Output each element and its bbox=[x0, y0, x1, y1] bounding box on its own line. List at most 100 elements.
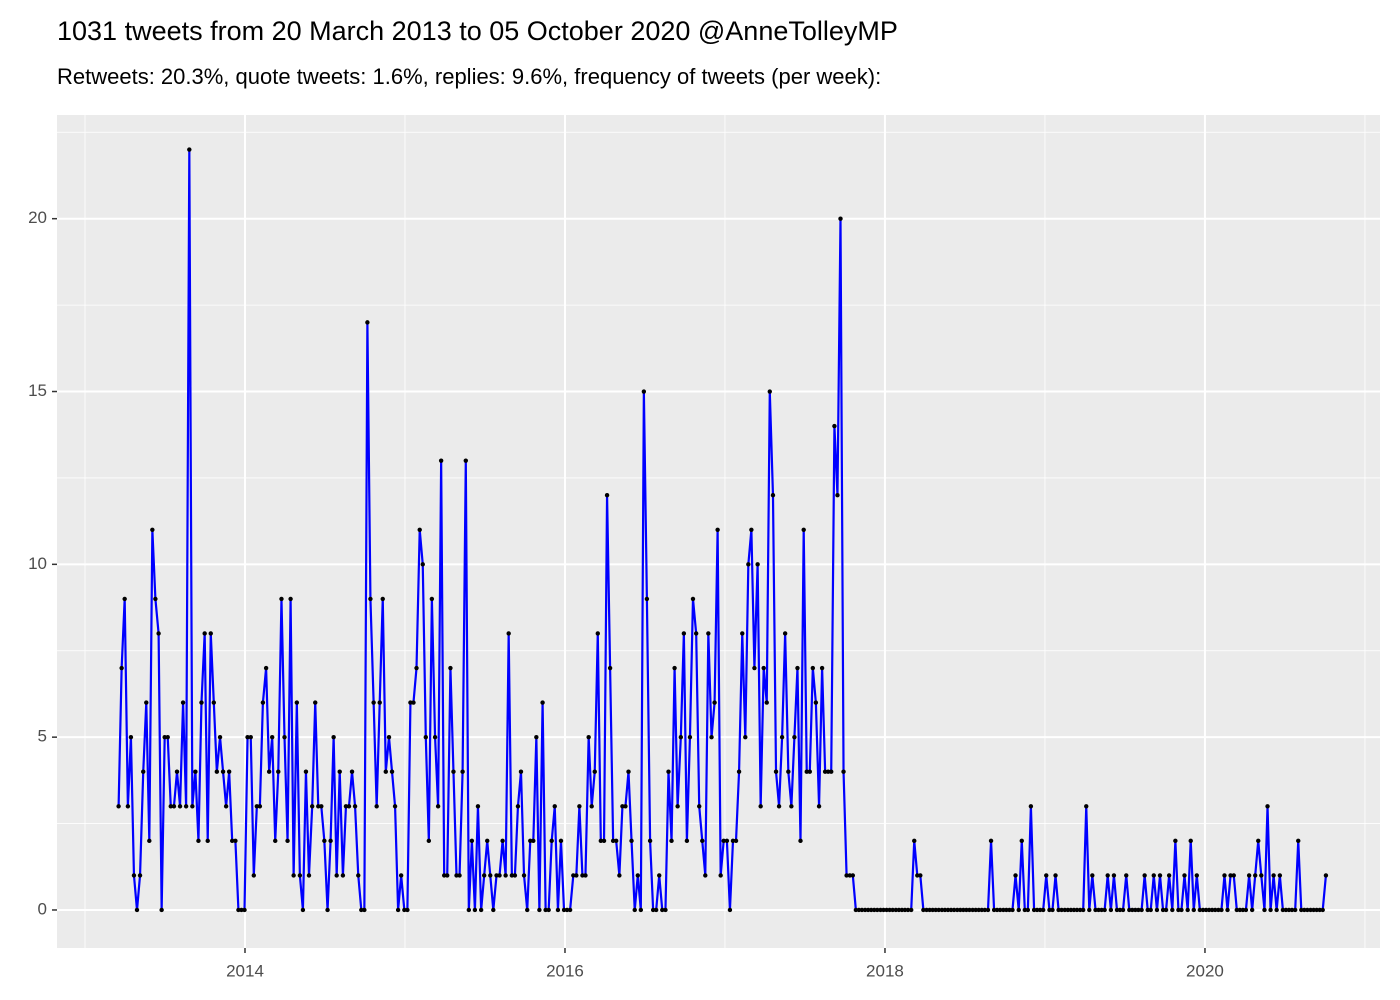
data-point bbox=[1053, 873, 1058, 878]
data-point bbox=[945, 907, 951, 913]
data-point bbox=[1001, 907, 1006, 913]
data-point bbox=[1154, 907, 1160, 913]
data-point bbox=[933, 907, 938, 913]
data-point bbox=[740, 631, 745, 636]
data-point bbox=[1170, 907, 1175, 913]
data-point bbox=[580, 873, 585, 878]
data-point bbox=[902, 907, 908, 913]
data-point bbox=[343, 804, 349, 809]
data-point bbox=[193, 769, 198, 774]
data-point bbox=[1062, 907, 1068, 913]
data-point bbox=[537, 907, 542, 913]
data-point bbox=[279, 596, 284, 602]
data-point bbox=[156, 631, 161, 636]
data-point bbox=[767, 389, 772, 394]
data-point bbox=[743, 734, 748, 740]
data-point bbox=[825, 769, 831, 774]
data-point bbox=[991, 907, 997, 913]
data-point bbox=[131, 873, 137, 878]
data-point bbox=[263, 665, 269, 671]
data-point bbox=[463, 458, 468, 463]
data-point bbox=[653, 907, 659, 913]
data-point bbox=[1293, 907, 1298, 913]
data-point bbox=[1317, 907, 1322, 913]
data-point bbox=[733, 838, 739, 844]
data-point bbox=[776, 804, 782, 809]
data-point bbox=[1111, 873, 1117, 878]
data-point bbox=[586, 734, 591, 740]
data-point bbox=[1289, 907, 1295, 913]
data-point bbox=[352, 804, 358, 809]
chart-title: 1031 tweets from 20 March 2013 to 05 Oct… bbox=[57, 16, 898, 46]
data-point bbox=[626, 769, 631, 774]
data-point bbox=[1059, 907, 1064, 913]
data-point bbox=[795, 665, 800, 671]
data-point bbox=[1253, 873, 1258, 878]
data-point bbox=[583, 873, 588, 878]
data-point bbox=[137, 873, 143, 878]
data-point bbox=[254, 804, 260, 809]
data-point bbox=[187, 147, 192, 152]
data-point bbox=[915, 873, 920, 878]
data-point bbox=[183, 804, 189, 809]
data-point bbox=[1320, 907, 1325, 913]
data-point bbox=[878, 907, 883, 913]
data-point bbox=[1277, 873, 1283, 878]
data-point bbox=[525, 907, 530, 913]
data-point bbox=[727, 907, 733, 913]
data-point bbox=[822, 769, 828, 774]
data-point bbox=[540, 700, 545, 705]
data-point bbox=[703, 873, 708, 878]
data-point bbox=[1127, 907, 1132, 913]
data-point bbox=[242, 907, 247, 913]
data-point bbox=[939, 907, 945, 913]
data-point bbox=[862, 907, 868, 913]
data-point bbox=[171, 804, 177, 809]
data-point bbox=[601, 838, 607, 844]
data-point bbox=[979, 907, 984, 913]
data-point bbox=[844, 873, 849, 878]
data-point bbox=[177, 804, 183, 809]
data-point bbox=[666, 769, 671, 774]
data-point bbox=[948, 907, 954, 913]
data-point bbox=[638, 907, 644, 913]
data-point bbox=[755, 562, 760, 567]
data-point bbox=[869, 907, 874, 913]
data-point bbox=[1050, 907, 1055, 913]
data-point bbox=[832, 423, 837, 429]
data-point bbox=[620, 804, 625, 809]
data-point bbox=[994, 907, 1000, 913]
data-point bbox=[1133, 907, 1138, 913]
data-point bbox=[144, 700, 149, 705]
data-point bbox=[429, 596, 435, 602]
data-point bbox=[841, 769, 846, 774]
data-point bbox=[1197, 907, 1203, 913]
data-point bbox=[881, 907, 886, 913]
data-point bbox=[1308, 907, 1313, 913]
data-point bbox=[214, 769, 220, 774]
data-point bbox=[1047, 907, 1052, 913]
data-point bbox=[1071, 907, 1077, 913]
y-tick-label: 5 bbox=[38, 727, 47, 746]
data-point bbox=[813, 700, 819, 705]
data-point bbox=[684, 838, 690, 844]
data-point bbox=[571, 873, 576, 878]
data-point bbox=[1010, 907, 1015, 913]
data-point bbox=[838, 216, 843, 221]
data-point bbox=[485, 838, 490, 844]
data-point bbox=[681, 631, 687, 636]
data-point bbox=[1166, 873, 1172, 878]
data-point bbox=[359, 907, 364, 913]
data-point bbox=[500, 838, 505, 844]
data-point bbox=[386, 734, 392, 740]
data-point bbox=[1191, 907, 1196, 913]
data-point bbox=[334, 873, 339, 878]
data-point bbox=[1240, 907, 1246, 913]
data-point bbox=[1268, 907, 1273, 913]
data-point bbox=[297, 873, 303, 878]
data-point bbox=[1225, 907, 1230, 913]
data-point bbox=[325, 907, 330, 913]
data-point bbox=[589, 804, 594, 809]
data-point bbox=[165, 734, 170, 740]
data-point bbox=[865, 907, 871, 913]
